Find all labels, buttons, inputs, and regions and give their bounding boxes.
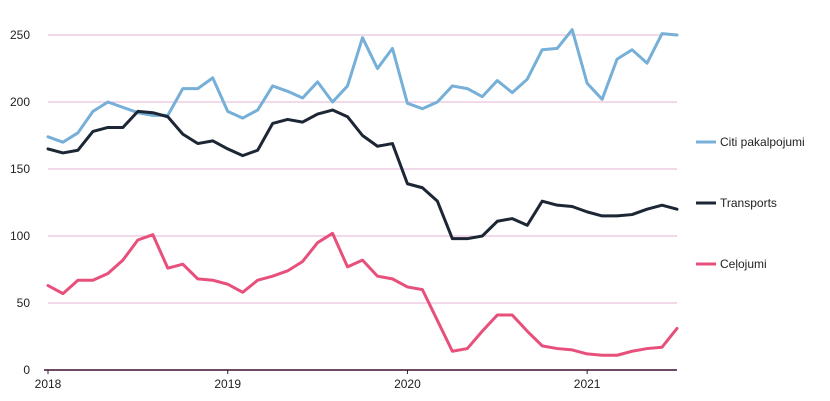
series-line-2 — [46, 108, 679, 241]
y-tick-label: 50 — [17, 296, 31, 310]
series-line-3 — [46, 231, 679, 357]
series-lines — [46, 28, 679, 357]
legend-label: Transports — [720, 196, 777, 210]
x-tick-label: 2019 — [214, 377, 241, 391]
gridlines — [48, 34, 677, 304]
x-tick-label: 2020 — [394, 377, 421, 391]
y-tick-label: 100 — [10, 229, 30, 243]
legend-label: Citi pakalpojumi — [720, 135, 805, 149]
legend-label: Ceļojumi — [720, 257, 767, 271]
x-tick-label: 2021 — [574, 377, 601, 391]
axes: 0 50 100 150 200 250 2018 2019 2020 2021 — [10, 28, 677, 391]
y-tick-label: 150 — [10, 162, 30, 176]
y-tick-label: 0 — [23, 363, 30, 377]
x-tick-label: 2018 — [35, 377, 62, 391]
y-tick-label: 250 — [10, 28, 30, 42]
series-line-1 — [46, 28, 679, 144]
y-tick-label: 200 — [10, 95, 30, 109]
legend: Citi pakalpojumi Transports Ceļojumi — [696, 135, 805, 271]
